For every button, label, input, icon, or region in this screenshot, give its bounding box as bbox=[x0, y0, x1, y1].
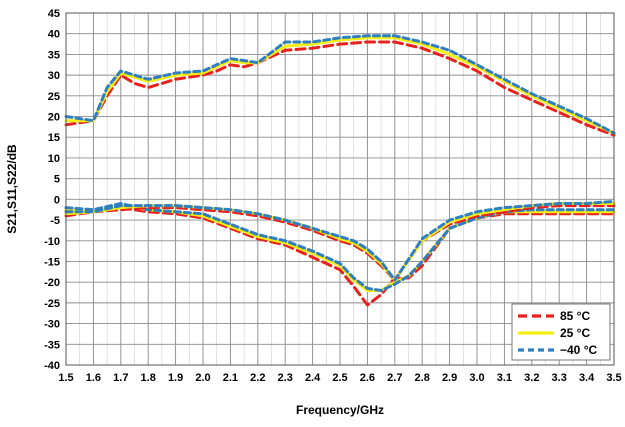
x-tick-label: 1.5 bbox=[58, 372, 73, 384]
y-tick-label: 35 bbox=[48, 49, 60, 61]
series-line-s11-0 bbox=[64, 206, 616, 307]
x-tick-label: 2.2 bbox=[250, 372, 265, 384]
y-tick-label: 0 bbox=[54, 194, 60, 206]
legend: 85 °C 25 °C −40 °C bbox=[511, 303, 611, 361]
y-tick-label: 30 bbox=[48, 70, 60, 82]
y-axis-label: S21,S11,S22/dB bbox=[5, 144, 19, 234]
x-tick-label: 2.9 bbox=[442, 372, 457, 384]
y-tick-label: -30 bbox=[44, 319, 60, 331]
y-tick-label: -10 bbox=[44, 236, 60, 248]
y-tick-label: 10 bbox=[48, 153, 60, 165]
y-tick-label: -5 bbox=[50, 215, 60, 227]
series-line-s22-0 bbox=[64, 204, 616, 282]
legend-label: −40 °C bbox=[560, 343, 597, 357]
series-line-s11-2 bbox=[64, 202, 616, 292]
x-tick-label: 1.9 bbox=[168, 372, 183, 384]
x-tick-label: 1.8 bbox=[141, 372, 156, 384]
y-tick-label: 25 bbox=[48, 91, 60, 103]
legend-label: 85 °C bbox=[560, 309, 590, 323]
x-tick-label: 3.1 bbox=[497, 372, 512, 384]
series-line-s21-2 bbox=[64, 34, 616, 135]
y-tick-label: 15 bbox=[48, 132, 60, 144]
x-tick-label: 2.0 bbox=[195, 372, 210, 384]
y-tick-label: 45 bbox=[48, 8, 60, 20]
y-tick-label: -40 bbox=[44, 360, 60, 372]
x-tick-label: 1.7 bbox=[113, 372, 128, 384]
x-tick-label: 2.7 bbox=[387, 372, 402, 384]
y-tick-label: -15 bbox=[44, 256, 60, 268]
x-tick-label: 2.8 bbox=[415, 372, 430, 384]
tick-labels: 1.5 1.6 1.7 1.8 1.9 2.0 2.1 2.2 2.3 2.4 2.5 2.6 2.7 2… bbox=[44, 8, 622, 384]
x-tick-label: 2.3 bbox=[278, 372, 293, 384]
y-tick-label: 40 bbox=[48, 29, 60, 41]
x-tick-label: 2.1 bbox=[223, 372, 238, 384]
y-tick-label: -25 bbox=[44, 298, 60, 310]
x-tick-label: 3.5 bbox=[606, 372, 621, 384]
x-tick-label: 3.4 bbox=[579, 372, 595, 384]
x-tick-label: 3.0 bbox=[469, 372, 484, 384]
x-tick-label: 2.4 bbox=[305, 372, 321, 384]
x-tick-label: 3.3 bbox=[552, 372, 567, 384]
series-lines bbox=[64, 34, 616, 307]
series-line-s21-0 bbox=[64, 40, 616, 137]
series-line-s21-1 bbox=[64, 36, 616, 135]
x-tick-label: 2.5 bbox=[332, 372, 347, 384]
x-tick-label: 3.2 bbox=[524, 372, 539, 384]
legend-label: 25 °C bbox=[560, 326, 590, 340]
x-tick-label: 1.6 bbox=[86, 372, 101, 384]
y-tick-label: 5 bbox=[54, 174, 60, 186]
y-tick-label: -35 bbox=[44, 339, 60, 351]
x-axis-label: Frequency/GHz bbox=[296, 403, 384, 417]
y-tick-label: 20 bbox=[48, 112, 60, 124]
series-line-s22-2 bbox=[64, 199, 616, 282]
plot-frame bbox=[65, 12, 615, 366]
x-tick-label: 2.6 bbox=[360, 372, 375, 384]
y-tick-label: -20 bbox=[44, 277, 60, 289]
